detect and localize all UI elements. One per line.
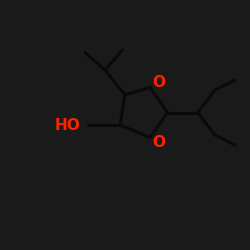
Text: HO: HO <box>54 118 80 132</box>
Text: O: O <box>152 135 165 150</box>
Text: O: O <box>152 75 165 90</box>
